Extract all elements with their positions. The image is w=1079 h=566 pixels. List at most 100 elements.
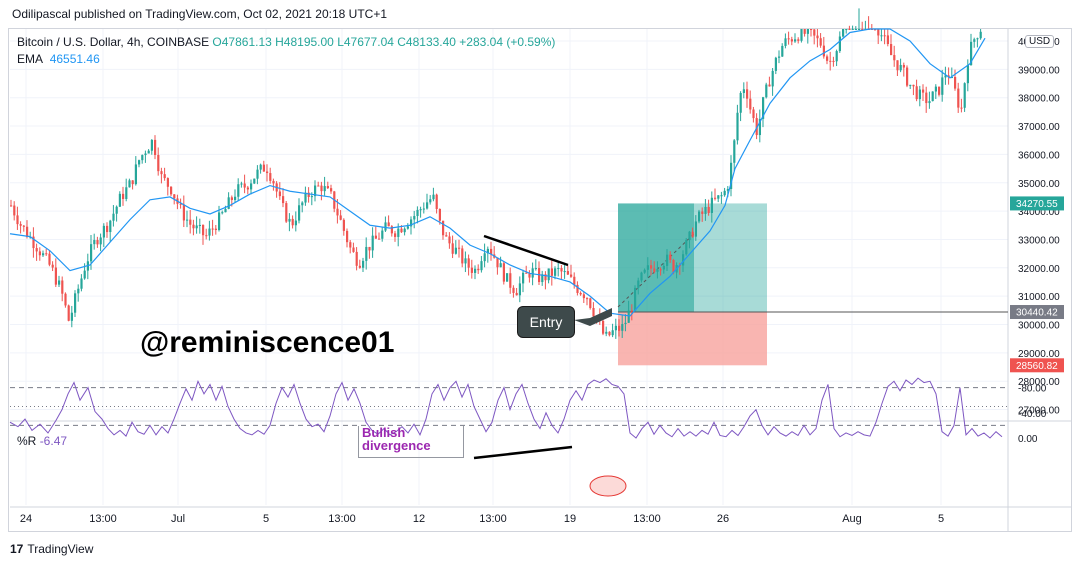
time-tick-label: 5 — [263, 513, 269, 525]
candle-body — [355, 251, 358, 266]
time-tick-label: Aug — [842, 513, 862, 525]
candle-body — [195, 225, 198, 229]
candle-body — [746, 89, 749, 99]
candle-body — [544, 274, 547, 281]
candle-body — [90, 244, 93, 262]
candle-body — [205, 235, 208, 237]
candle-body — [560, 268, 563, 272]
candle-body — [557, 268, 560, 270]
footer-brand[interactable]: TradingView — [27, 542, 94, 556]
candle-body — [189, 219, 192, 225]
price-tick-label: 31000.00 — [1018, 292, 1060, 303]
candle-body — [365, 246, 368, 261]
candle-body — [320, 185, 323, 192]
candle-body — [182, 204, 185, 221]
candle-body — [707, 206, 710, 213]
candle-body — [656, 269, 659, 272]
candle-body — [970, 41, 973, 66]
candle-body — [915, 86, 918, 100]
candle-body — [592, 307, 595, 317]
candle-body — [566, 271, 569, 275]
candle-body — [403, 228, 406, 233]
candle-body — [83, 270, 86, 279]
candle-body — [198, 224, 201, 226]
bullish-divergence-label: Bullish divergence — [358, 426, 464, 458]
candle-body — [890, 44, 893, 56]
candle-body — [58, 280, 61, 285]
gridlines — [10, 29, 1072, 532]
candle-body — [717, 195, 720, 199]
price-tick-label: 38000.00 — [1018, 94, 1060, 105]
candle-body — [835, 51, 838, 62]
time-tick-label: 26 — [717, 513, 729, 525]
candle-body — [253, 178, 256, 184]
candle-body — [790, 39, 793, 42]
candle-body — [346, 230, 349, 243]
candle-body — [202, 224, 205, 236]
candle-body — [310, 196, 313, 198]
watermark-text: @reminiscence01 — [140, 326, 395, 359]
price-tick-label: 37000.00 — [1018, 122, 1060, 133]
time-tick-label: 5 — [938, 513, 944, 525]
price-tick-label: 36000.00 — [1018, 150, 1060, 161]
candle-body — [125, 187, 128, 199]
candle-body — [794, 39, 797, 42]
candle-body — [781, 45, 784, 57]
candle-body — [445, 235, 448, 237]
candle-body — [442, 220, 445, 236]
candle-body — [288, 218, 291, 222]
candle-body — [742, 89, 745, 93]
candle-body — [112, 213, 115, 221]
candle-body — [22, 225, 25, 227]
oscillator-value: -6.47 — [39, 434, 68, 448]
candle-body — [406, 226, 409, 229]
candle-body — [822, 45, 825, 57]
candle-body — [250, 183, 253, 190]
candle-body — [381, 230, 384, 239]
candle-body — [528, 273, 531, 278]
candle-body — [640, 272, 643, 281]
candle-body — [589, 298, 592, 308]
candle-body — [371, 235, 374, 251]
candle-body — [618, 325, 621, 331]
currency-button[interactable]: USD — [1025, 35, 1055, 48]
candle-body — [330, 188, 333, 192]
footer: 17 TradingView — [10, 542, 93, 556]
candle-body — [694, 221, 697, 237]
candle-body — [272, 180, 275, 184]
candle-body — [963, 83, 966, 108]
price-badge-label: 34270.55 — [1016, 199, 1058, 210]
candle-body — [723, 190, 726, 196]
candle-body — [314, 185, 317, 197]
price-badge-label: 28560.82 — [1016, 361, 1058, 372]
candle-body — [214, 228, 217, 231]
candle-body — [461, 248, 464, 264]
ema-value: 46551.46 — [49, 52, 100, 66]
candle-body — [800, 29, 803, 41]
candle-body — [630, 310, 633, 312]
candle-body — [128, 180, 131, 188]
candle-body — [438, 209, 441, 221]
symbol-legend: Bitcoin / U.S. Dollar, 4h, COINBASE O478… — [17, 35, 555, 49]
candle-body — [419, 209, 422, 211]
entry-callout: Entry — [517, 306, 575, 338]
profit-zone — [694, 203, 767, 313]
candle-body — [160, 171, 163, 175]
candle-body — [32, 236, 35, 249]
candle-body — [698, 211, 701, 222]
candle-body — [413, 216, 416, 220]
candle-body — [410, 219, 413, 227]
candle-body — [243, 183, 246, 188]
candle-body — [291, 218, 294, 226]
candle-body — [624, 322, 627, 325]
price-tick-label: 29000.00 — [1018, 349, 1060, 360]
candle-body — [774, 57, 777, 71]
candle-body — [733, 140, 736, 163]
candle-body — [317, 185, 320, 187]
candle-body — [893, 55, 896, 61]
candle-body — [749, 98, 752, 110]
candle-body — [803, 29, 806, 34]
candle-body — [294, 220, 297, 226]
candle-body — [301, 202, 304, 206]
